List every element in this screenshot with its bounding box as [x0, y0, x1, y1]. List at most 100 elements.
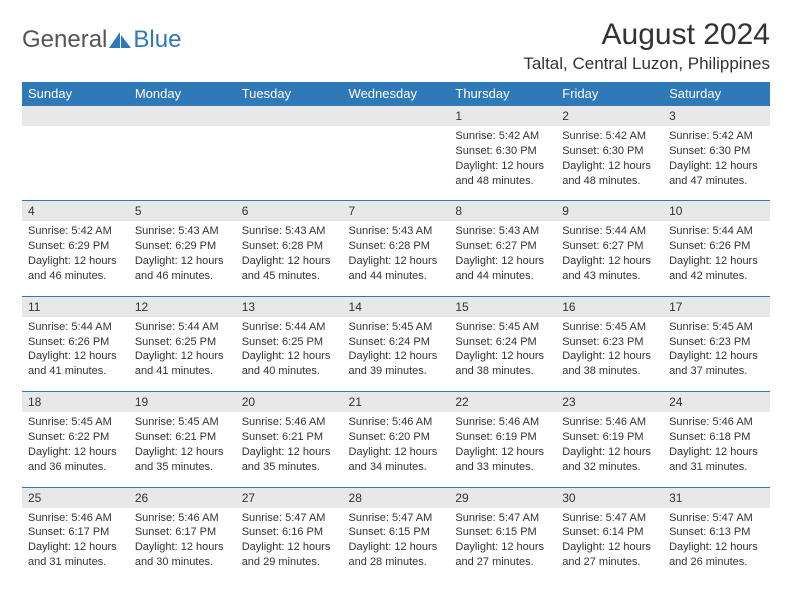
- day-body-row: Sunrise: 5:45 AMSunset: 6:22 PMDaylight:…: [22, 412, 770, 487]
- sunset-text: Sunset: 6:26 PM: [28, 335, 123, 350]
- sunrise-text: Sunrise: 5:46 AM: [455, 415, 550, 430]
- daylight-text-2: and 34 minutes.: [349, 460, 444, 475]
- sunset-text: Sunset: 6:18 PM: [669, 430, 764, 445]
- sunrise-text: Sunrise: 5:47 AM: [455, 511, 550, 526]
- daylight-text-1: Daylight: 12 hours: [562, 445, 657, 460]
- daylight-text-1: Daylight: 12 hours: [669, 254, 764, 269]
- sunset-text: Sunset: 6:21 PM: [135, 430, 230, 445]
- weekday-header: Wednesday: [343, 82, 450, 106]
- sunrise-text: Sunrise: 5:42 AM: [28, 224, 123, 239]
- sunrise-text: Sunrise: 5:44 AM: [242, 320, 337, 335]
- day-detail: Sunrise: 5:46 AMSunset: 6:19 PMDaylight:…: [449, 412, 556, 487]
- sunrise-text: Sunrise: 5:46 AM: [28, 511, 123, 526]
- daylight-text-2: and 27 minutes.: [562, 555, 657, 570]
- day-number: 27: [236, 487, 343, 508]
- sunset-text: Sunset: 6:27 PM: [562, 239, 657, 254]
- day-detail: Sunrise: 5:45 AMSunset: 6:24 PMDaylight:…: [449, 317, 556, 392]
- weekday-header: Monday: [129, 82, 236, 106]
- daylight-text-1: Daylight: 12 hours: [242, 445, 337, 460]
- sunrise-text: Sunrise: 5:45 AM: [28, 415, 123, 430]
- sunset-text: Sunset: 6:23 PM: [669, 335, 764, 350]
- daylight-text-2: and 26 minutes.: [669, 555, 764, 570]
- sunrise-text: Sunrise: 5:43 AM: [349, 224, 444, 239]
- sunrise-text: Sunrise: 5:45 AM: [562, 320, 657, 335]
- day-detail: Sunrise: 5:43 AMSunset: 6:28 PMDaylight:…: [236, 221, 343, 296]
- sunrise-text: Sunrise: 5:46 AM: [242, 415, 337, 430]
- day-number-row: 123: [22, 106, 770, 127]
- daylight-text-2: and 42 minutes.: [669, 269, 764, 284]
- daylight-text-2: and 37 minutes.: [669, 364, 764, 379]
- day-body-row: Sunrise: 5:46 AMSunset: 6:17 PMDaylight:…: [22, 508, 770, 582]
- day-number: 2: [556, 106, 663, 127]
- daylight-text-1: Daylight: 12 hours: [242, 349, 337, 364]
- sunrise-text: Sunrise: 5:45 AM: [135, 415, 230, 430]
- day-number-row: 11121314151617: [22, 296, 770, 317]
- location: Taltal, Central Luzon, Philippines: [523, 54, 770, 74]
- weekday-header: Friday: [556, 82, 663, 106]
- day-detail: Sunrise: 5:44 AMSunset: 6:26 PMDaylight:…: [22, 317, 129, 392]
- day-number: 11: [22, 296, 129, 317]
- day-number: 22: [449, 392, 556, 413]
- daylight-text-2: and 35 minutes.: [242, 460, 337, 475]
- day-detail: [343, 126, 450, 201]
- daylight-text-2: and 46 minutes.: [28, 269, 123, 284]
- sunset-text: Sunset: 6:17 PM: [28, 525, 123, 540]
- sunrise-text: Sunrise: 5:47 AM: [349, 511, 444, 526]
- sunrise-text: Sunrise: 5:46 AM: [562, 415, 657, 430]
- daylight-text-1: Daylight: 12 hours: [349, 349, 444, 364]
- logo-text-blue: Blue: [133, 26, 181, 54]
- daylight-text-1: Daylight: 12 hours: [28, 349, 123, 364]
- day-number: 31: [663, 487, 770, 508]
- sunset-text: Sunset: 6:15 PM: [455, 525, 550, 540]
- weekday-header: Tuesday: [236, 82, 343, 106]
- title-block: August 2024 Taltal, Central Luzon, Phili…: [523, 18, 770, 74]
- day-number: 29: [449, 487, 556, 508]
- daylight-text-2: and 44 minutes.: [349, 269, 444, 284]
- month-title: August 2024: [523, 18, 770, 52]
- daylight-text-2: and 38 minutes.: [562, 364, 657, 379]
- sunrise-text: Sunrise: 5:45 AM: [349, 320, 444, 335]
- sunrise-text: Sunrise: 5:45 AM: [669, 320, 764, 335]
- day-number: 3: [663, 106, 770, 127]
- sunrise-text: Sunrise: 5:45 AM: [455, 320, 550, 335]
- daylight-text-1: Daylight: 12 hours: [669, 540, 764, 555]
- sunset-text: Sunset: 6:16 PM: [242, 525, 337, 540]
- sunrise-text: Sunrise: 5:46 AM: [135, 511, 230, 526]
- day-number: 30: [556, 487, 663, 508]
- day-detail: Sunrise: 5:46 AMSunset: 6:18 PMDaylight:…: [663, 412, 770, 487]
- day-number: 26: [129, 487, 236, 508]
- day-detail: Sunrise: 5:44 AMSunset: 6:25 PMDaylight:…: [236, 317, 343, 392]
- sunrise-text: Sunrise: 5:43 AM: [455, 224, 550, 239]
- daylight-text-2: and 33 minutes.: [455, 460, 550, 475]
- daylight-text-2: and 31 minutes.: [669, 460, 764, 475]
- day-detail: [22, 126, 129, 201]
- sunset-text: Sunset: 6:28 PM: [242, 239, 337, 254]
- calendar-table: SundayMondayTuesdayWednesdayThursdayFrid…: [22, 82, 770, 582]
- day-number: 14: [343, 296, 450, 317]
- weekday-header: Sunday: [22, 82, 129, 106]
- day-number: 24: [663, 392, 770, 413]
- day-number: [343, 106, 450, 127]
- weekday-header: Thursday: [449, 82, 556, 106]
- daylight-text-2: and 39 minutes.: [349, 364, 444, 379]
- sunset-text: Sunset: 6:27 PM: [455, 239, 550, 254]
- day-detail: Sunrise: 5:47 AMSunset: 6:16 PMDaylight:…: [236, 508, 343, 582]
- daylight-text-1: Daylight: 12 hours: [455, 349, 550, 364]
- daylight-text-2: and 47 minutes.: [669, 174, 764, 189]
- day-number-row: 25262728293031: [22, 487, 770, 508]
- daylight-text-2: and 35 minutes.: [135, 460, 230, 475]
- day-detail: [236, 126, 343, 201]
- day-number: 10: [663, 201, 770, 222]
- day-body-row: Sunrise: 5:42 AMSunset: 6:29 PMDaylight:…: [22, 221, 770, 296]
- day-number: 5: [129, 201, 236, 222]
- sunrise-text: Sunrise: 5:43 AM: [135, 224, 230, 239]
- daylight-text-1: Daylight: 12 hours: [349, 254, 444, 269]
- sunset-text: Sunset: 6:24 PM: [455, 335, 550, 350]
- sunset-text: Sunset: 6:15 PM: [349, 525, 444, 540]
- daylight-text-2: and 48 minutes.: [562, 174, 657, 189]
- day-detail: Sunrise: 5:45 AMSunset: 6:21 PMDaylight:…: [129, 412, 236, 487]
- daylight-text-2: and 32 minutes.: [562, 460, 657, 475]
- daylight-text-1: Daylight: 12 hours: [562, 254, 657, 269]
- sunset-text: Sunset: 6:17 PM: [135, 525, 230, 540]
- sunrise-text: Sunrise: 5:47 AM: [669, 511, 764, 526]
